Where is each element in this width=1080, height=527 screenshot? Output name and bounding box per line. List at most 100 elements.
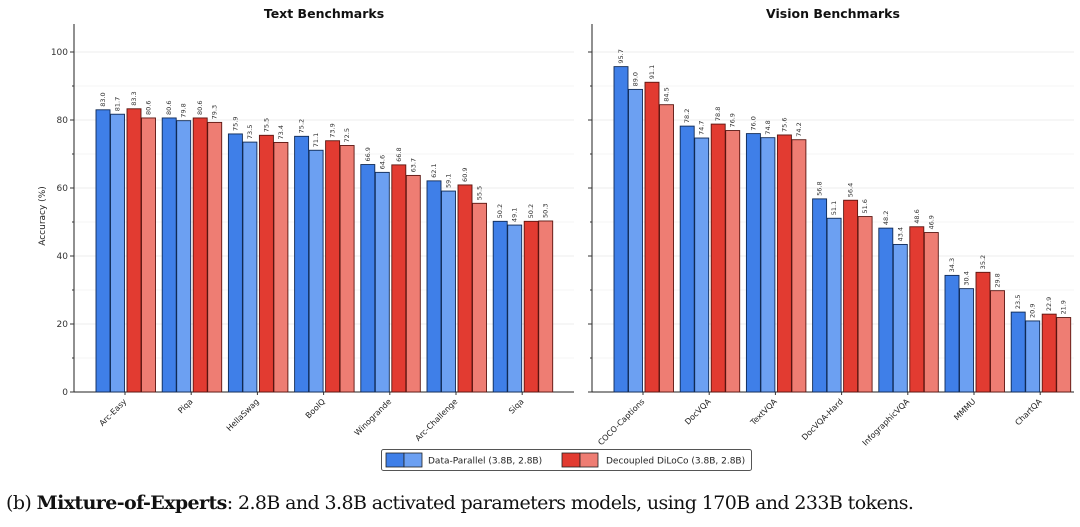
bar	[457, 184, 473, 393]
figure: Text Benchmarks 0 20 40 60 80 100 Accuracy (%) 8…	[38, 6, 1074, 471]
bar-value-label: 80.6	[165, 100, 173, 114]
x-tick-label: MMMU	[952, 397, 977, 422]
x-tick-label: Piqa	[176, 397, 194, 415]
figure-caption: (b) Mixture-of-Experts: 2.8B and 3.8B ac…	[6, 492, 914, 514]
bar-value-label: 64.6	[378, 155, 386, 169]
x-tick-label: Arc-Challenge	[414, 397, 460, 443]
bar-value-label: 51.6	[861, 199, 869, 213]
bar-value-label: 50.2	[496, 204, 504, 218]
bar	[207, 121, 223, 393]
bar-value-label: 83.0	[99, 92, 107, 106]
bar-value-label: 81.7	[114, 97, 122, 111]
bar-value-label: 80.6	[196, 100, 204, 114]
bar-value-label: 20.9	[1029, 303, 1037, 317]
bar	[745, 133, 761, 393]
bar	[944, 274, 960, 393]
bar-value-label: 74.2	[795, 122, 803, 136]
caption-bold: Mixture-of-Experts	[36, 492, 228, 514]
bar-value-label: 35.2	[979, 255, 987, 269]
bar	[325, 140, 341, 393]
y-axis-label: Accuracy (%)	[38, 186, 48, 246]
bar-value-label: 55.5	[476, 186, 484, 200]
bar	[192, 117, 208, 393]
bar	[360, 164, 376, 393]
bar-value-label: 29.8	[994, 273, 1002, 287]
bar-value-label: 75.9	[231, 116, 239, 130]
bar	[843, 199, 859, 393]
x-tick-label: TextVQA	[748, 397, 779, 428]
bar-value-label: 84.5	[663, 87, 671, 101]
bar	[391, 164, 407, 393]
bar-value-label: 63.7	[409, 158, 417, 172]
bar-value-label: 48.6	[913, 209, 921, 223]
bar	[975, 271, 991, 393]
chart-title: Vision Benchmarks	[766, 6, 900, 21]
bar-value-label: 73.5	[246, 125, 254, 139]
bar-value-label: 91.1	[648, 65, 656, 79]
bar-value-label: 60.9	[461, 167, 469, 181]
y-tick-label: 0	[62, 388, 68, 398]
bar	[990, 290, 1005, 393]
bar-value-label: 51.1	[830, 201, 838, 215]
x-tick-label: BoolQ	[304, 397, 327, 420]
bar-value-label: 46.9	[927, 215, 935, 229]
bar-value-label: 30.4	[963, 271, 971, 285]
bar	[95, 109, 111, 393]
bar	[227, 133, 243, 393]
y-tick-label: 80	[57, 116, 69, 126]
bar	[308, 149, 324, 393]
bar	[110, 113, 125, 393]
bar-value-label: 89.0	[632, 72, 640, 86]
bar	[878, 227, 894, 393]
x-tick-label: HellaSwag	[225, 397, 261, 433]
bar-value-label: 23.5	[1014, 295, 1022, 309]
bar	[776, 134, 792, 393]
bar-value-label: 49.1	[511, 208, 519, 222]
bar	[258, 134, 274, 393]
bar	[923, 232, 939, 393]
bar-value-label: 50.2	[527, 204, 535, 218]
bar	[1056, 317, 1072, 393]
bar	[791, 139, 807, 393]
bar	[273, 141, 289, 393]
bar-value-label: 78.2	[683, 109, 691, 123]
bar-value-label: 80.6	[145, 100, 153, 114]
x-tick-label: DocVQA	[683, 397, 713, 427]
bar-value-label: 75.6	[780, 117, 788, 131]
bar	[405, 174, 421, 393]
bar	[826, 217, 842, 393]
bar	[760, 137, 776, 393]
bar-value-label: 79.3	[211, 105, 219, 119]
bar	[694, 137, 710, 393]
bar	[472, 202, 487, 393]
bar-value-label: 34.3	[948, 258, 956, 272]
y-tick-label: 60	[57, 184, 69, 194]
bar	[426, 180, 442, 393]
bar	[909, 226, 925, 393]
bar-value-label: 66.9	[364, 147, 372, 161]
bar-value-label: 71.1	[312, 133, 320, 147]
legend-swatch	[561, 452, 581, 468]
bar	[374, 171, 390, 393]
bar-value-label: 75.2	[298, 119, 306, 133]
bar-value-label: 74.8	[764, 120, 772, 134]
bar-value-label: 72.5	[343, 128, 351, 142]
y-tick-label: 40	[57, 252, 69, 262]
bar-value-label: 73.9	[329, 123, 337, 137]
bar-value-label: 76.0	[749, 116, 757, 130]
x-tick-label: Arc-Easy	[97, 397, 128, 428]
bar-value-label: 43.4	[896, 227, 904, 241]
bar-value-label: 62.1	[430, 163, 438, 177]
caption-rest: : 2.8B and 3.8B activated parameters mod…	[226, 492, 914, 514]
bar-value-label: 48.2	[882, 211, 890, 225]
legend-swatch	[579, 452, 599, 468]
bar	[628, 88, 643, 393]
bar	[339, 145, 355, 393]
x-tick-label: COCO-Captions	[596, 397, 646, 447]
bar-value-label: 59.1	[445, 174, 453, 188]
bar	[294, 135, 310, 393]
bar	[710, 123, 726, 393]
x-tick-label: ChartQA	[1013, 397, 1044, 428]
bar-value-label: 66.8	[395, 147, 403, 161]
bar	[659, 104, 674, 393]
